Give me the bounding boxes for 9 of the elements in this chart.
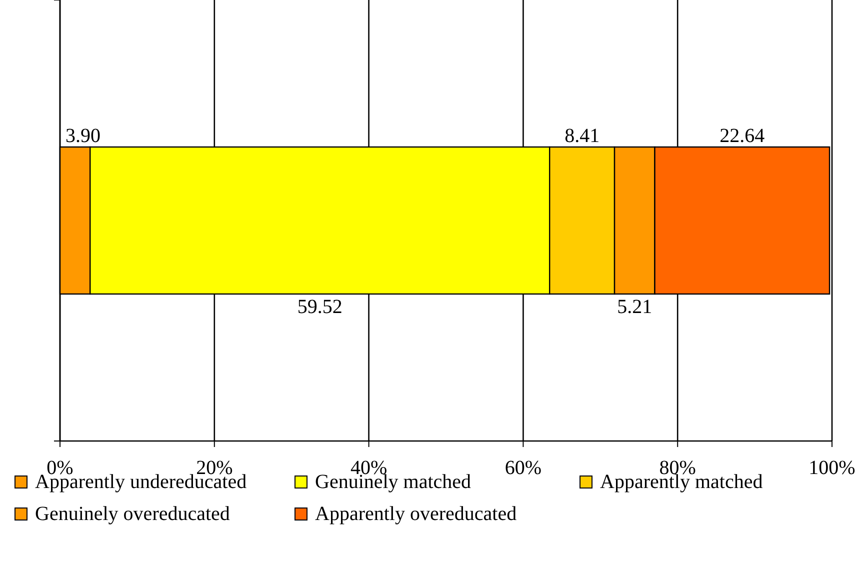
x-tick-label: 100% — [808, 457, 856, 479]
data-label: 59.52 — [297, 296, 342, 318]
data-label: 8.41 — [564, 125, 600, 147]
legend-label: Apparently overeducated — [315, 503, 517, 525]
legend-label: Genuinely overeducated — [35, 503, 230, 525]
data-label: 22.64 — [720, 125, 765, 147]
data-label: 3.90 — [66, 125, 101, 147]
data-label: 5.21 — [617, 296, 652, 318]
x-tick-label: 60% — [504, 457, 542, 479]
